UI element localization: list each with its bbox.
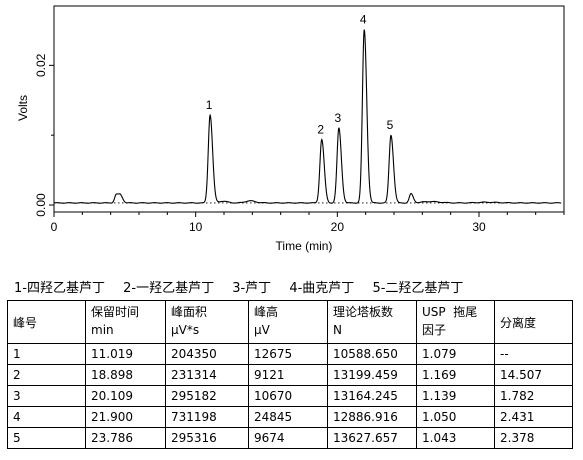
table-cell: 1.139 [416,385,495,407]
table-cell: 23.786 [85,427,166,449]
chromatogram-trace [53,29,562,204]
table-row: 4 21.900 731198 24845 12886.916 1.050 2.… [7,406,573,428]
table-cell: 4 [7,406,86,428]
x-tick-label: 20 [331,220,345,234]
peak-label: 2 [317,122,324,136]
table-cell: 1.050 [416,406,495,428]
table-row: 5 23.786 295316 9674 13627.657 1.043 2.3… [7,427,573,449]
table-cell: 10670 [248,385,328,407]
table-cell: 1.043 [416,427,495,449]
table-row: 2 18.898 231314 9121 13199.459 1.169 14.… [7,364,573,386]
peak-label: 5 [387,118,394,132]
table-cell: 12886.916 [327,406,417,428]
table-cell: 295182 [165,385,249,407]
table-cell: 295316 [165,427,249,449]
legend-item: 1-四羟乙基芦丁 [14,281,105,296]
legend-item: 2-一羟乙基芦丁 [123,281,215,296]
table-cell: 1.169 [416,364,495,386]
table-cell: 14.507 [494,364,573,386]
header-peak-area: 峰面积 μV*s [165,300,249,344]
table-header-row: 峰号 保留时间 min 峰面积 μV*s 峰高 μV 理论塔板数 N USP 拖尾 因子 … [7,300,573,344]
header-usp-tailing: USP 拖尾 因子 [416,300,495,344]
table-cell: 5 [7,427,86,449]
table-cell: 2.378 [494,427,573,449]
table-cell: 18.898 [85,364,166,386]
peak-label: 1 [206,98,213,112]
header-retention-time: 保留时间 min [85,300,166,344]
plot-frame [53,5,565,213]
table-cell: 3 [7,385,86,407]
table-cell: 12675 [248,343,328,365]
x-tick-label: 10 [189,220,203,234]
peak-label: 3 [335,111,342,125]
legend-item: 3-芦丁 [232,281,272,296]
x-tick-label: 0 [51,220,58,234]
table-cell: 13627.657 [327,427,417,449]
header-resolution: 分离度 [494,300,573,344]
table-cell: 1.782 [494,385,573,407]
x-tick-label: 30 [472,220,486,234]
table-cell: 231314 [165,364,249,386]
table-cell: 13164.245 [327,385,417,407]
table-cell: 1.079 [416,343,495,365]
chart-axes: 0 10 20 30 0.00 0.02 [34,5,565,234]
table-cell: -- [494,343,573,365]
peak-label: 4 [360,13,367,27]
table-cell: 2.431 [494,406,573,428]
table-cell: 731198 [165,406,249,428]
y-tick-label: 0.02 [34,53,48,77]
header-peak-number: 峰号 [7,300,86,344]
table-cell: 21.900 [85,406,166,428]
table-cell: 2 [7,364,86,386]
table-cell: 10588.650 [327,343,417,365]
x-axis-label: Time (min) [276,239,333,253]
table-cell: 11.019 [85,343,166,365]
table-row: 3 20.109 295182 10670 13164.245 1.139 1.… [7,385,573,407]
table-cell: 24845 [248,406,328,428]
header-peak-height: 峰高 μV [248,300,328,344]
chromatogram-trace-layer [53,29,562,204]
legend-item: 4-曲克芦丁 [289,281,355,296]
table-cell: 20.109 [85,385,166,407]
table-cell: 9121 [248,364,328,386]
table-cell: 1 [7,343,86,365]
table-row: 1 11.019 204350 12675 10588.650 1.079 -- [7,343,573,365]
table-cell: 204350 [165,343,249,365]
y-axis-label: Volts [16,95,30,121]
table-cell: 9674 [248,427,328,449]
y-tick-label: 0.00 [34,193,48,217]
peak-legend: 1-四羟乙基芦丁 2-一羟乙基芦丁 3-芦丁 4-曲克芦丁 5-二羟乙基芦丁 [14,277,477,296]
peak-results-table: 峰号 保留时间 min 峰面积 μV*s 峰高 μV 理论塔板数 N USP 拖尾 因子 … [7,300,573,449]
header-theoretical-plates: 理论塔板数 N [327,300,417,344]
legend-item: 5-二羟乙基芦丁 [372,281,464,296]
table-cell: 13199.459 [327,364,417,386]
